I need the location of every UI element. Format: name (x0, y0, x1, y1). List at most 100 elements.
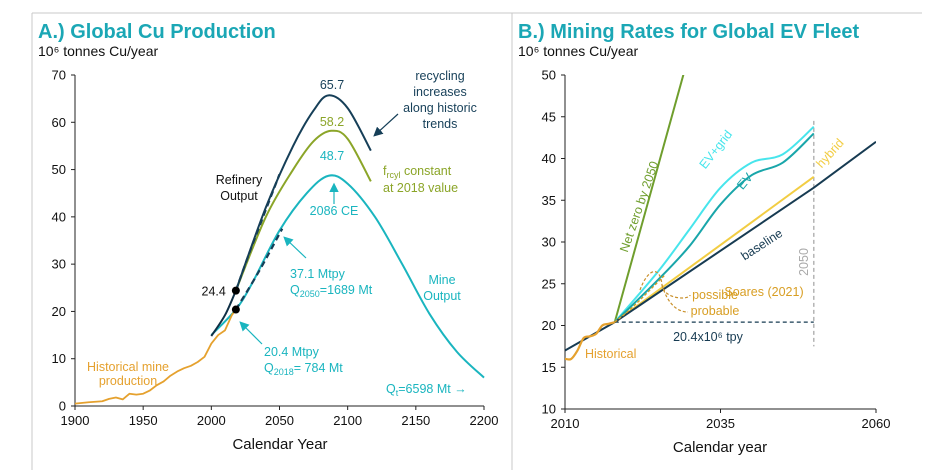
q2018-arrow (239, 321, 263, 345)
soares-line (614, 274, 665, 323)
label-soares: Soares (2021) (724, 285, 803, 299)
label-probable: probable (691, 304, 740, 318)
label-historical: Historical (585, 347, 636, 361)
panel-b-ytick-label: 45 (542, 109, 556, 124)
panel-a-ytick-label: 0 (59, 399, 66, 414)
frcyl-note: frcyl constant at 2018 value (383, 164, 458, 195)
panel-b-ytick-label: 10 (542, 402, 556, 417)
ev-line (614, 132, 815, 323)
ce-label: 2086 CE (310, 204, 359, 218)
frcyl-f: f (383, 164, 387, 178)
panel-b-series (565, 75, 876, 361)
panel-b-reference-lines (614, 120, 815, 347)
label-baseline: baseline (738, 226, 785, 263)
panel-a-ticks: 0 10 20 30 40 50 60 70 1900 1950 2000 2050 2100 2150 2… (52, 68, 499, 429)
panel-b-x-label: Calendar year (673, 439, 767, 456)
peak-label-recycling: 65.7 (320, 78, 344, 92)
panel-b-xtick-label: 2060 (862, 416, 891, 431)
q2018-mtpy: 20.4 Mtpy (264, 345, 320, 359)
panel-a-series (74, 94, 485, 405)
refinery-line-2: Output (220, 189, 258, 203)
net-zero-line (613, 75, 685, 323)
mine-output-line-1: Mine (428, 273, 455, 287)
q2050-arrow (283, 236, 307, 259)
panel-a-ytick-label: 70 (52, 68, 66, 83)
anchor-point (231, 305, 240, 314)
label-ev-grid: EV+grid (697, 128, 736, 172)
panel-a-x-label: Calendar Year (232, 436, 327, 453)
recycling-line-4: trends (423, 117, 458, 131)
panel-b-ytick-label: 20 (542, 318, 556, 333)
q2018-line: Q2018= 784 Mt (264, 361, 343, 377)
recycling-line-3: along historic (403, 101, 477, 115)
panel-a-xtick-label: 2150 (401, 413, 430, 428)
recycling-line-1: recycling (415, 69, 464, 83)
panel-a-xtick-label: 2000 (197, 413, 226, 428)
mine-output-line (210, 174, 485, 379)
panel-b: B.) Mining Rates for Global EV Fleet 10⁶… (518, 21, 891, 456)
mine-output-line-2: Output (423, 289, 461, 303)
ce-note: 2086 CE (310, 182, 359, 218)
hybrid-line (614, 176, 815, 323)
frcyl-line-1: frcyl constant (383, 164, 452, 180)
mine-projection-dashed (234, 228, 284, 311)
recycling-arrow (373, 113, 399, 137)
label-hybrid: hybrid (813, 136, 846, 171)
q2050-sub: 2050 (300, 289, 320, 299)
q2050-mtpy: 37.1 Mtpy (290, 267, 346, 281)
peak-label-mine: 48.7 (320, 149, 344, 163)
panel-a-xtick-label: 2050 (265, 413, 294, 428)
panel-b-ytick-label: 50 (542, 68, 556, 83)
refinery-historical-line (210, 290, 237, 337)
panel-b-ytick-label: 40 (542, 151, 556, 166)
recycling-note: recycling increases along historic trend… (373, 69, 477, 137)
panel-b-ytick-label: 30 (542, 235, 556, 250)
q2050-note: 37.1 Mtpy Q2050=1689 Mt (283, 236, 373, 299)
anchor-point (231, 286, 240, 295)
panel-a-ytick-label: 30 (52, 257, 66, 272)
label-net-zero: Net zero by 2050 (617, 159, 661, 254)
ev-grid-line (613, 126, 815, 323)
panel-a-xtick-label: 1950 (129, 413, 158, 428)
recycling-line-2: increases (413, 85, 467, 99)
panel-b-xtick-label: 2035 (706, 416, 735, 431)
panel-a-ytick-label: 60 (52, 115, 66, 130)
historical-line-1: Historical mine (87, 360, 169, 374)
panel-a-ytick-label: 10 (52, 351, 66, 366)
refinery-line-1: Refinery (216, 173, 263, 187)
anchor-point-label: 24.4 (202, 285, 226, 299)
panel-a-ytick-label: 20 (52, 304, 66, 319)
refinery-projection-dashed (234, 173, 281, 291)
qt-rest: =6598 Mt → (398, 382, 466, 396)
q2018-sub: 2018 (274, 367, 294, 377)
label-2050: 2050 (797, 248, 811, 276)
panel-b-ytick-label: 15 (542, 360, 556, 375)
frcyl-rest: constant (400, 164, 451, 178)
panel-a-units: 10⁶ tonnes Cu/year (38, 43, 159, 59)
q2050-line: Q2050=1689 Mt (290, 283, 373, 299)
panel-b-ticks: 10 15 20 25 30 35 40 45 50 2010 2035 2060 (542, 68, 891, 432)
panel-a-title: A.) Global Cu Production (38, 21, 276, 43)
frcyl-sub: rcyl (386, 170, 400, 180)
panel-b-units: 10⁶ tonnes Cu/year (518, 43, 639, 59)
panel-a: A.) Global Cu Production 10⁶ tonnes Cu/y… (38, 21, 498, 453)
historical-production-line (74, 309, 237, 405)
q2018-rest: = 784 Mt (294, 361, 344, 375)
panel-a-xtick-label: 2100 (333, 413, 362, 428)
probable-curve (661, 284, 689, 313)
panel-a-xtick-label: 2200 (470, 413, 499, 428)
frcyl-line-2: at 2018 value (383, 181, 458, 195)
panel-a-ytick-label: 50 (52, 162, 66, 177)
qt-label: Qt=6598 Mt → (386, 382, 467, 398)
q2050-q: Q (290, 283, 300, 297)
q2050-rest: =1689 Mt (320, 283, 373, 297)
panel-a-ytick-label: 40 (52, 209, 66, 224)
panel-a-xtick-label: 1900 (61, 413, 90, 428)
constant-recycling-line (234, 129, 372, 291)
q2018-q: Q (264, 361, 274, 375)
label-possible: possible (692, 288, 738, 302)
historical-line-2: production (99, 374, 157, 388)
panel-a-points: 24.4 (202, 285, 240, 314)
peak-label-constant: 58.2 (320, 115, 344, 129)
